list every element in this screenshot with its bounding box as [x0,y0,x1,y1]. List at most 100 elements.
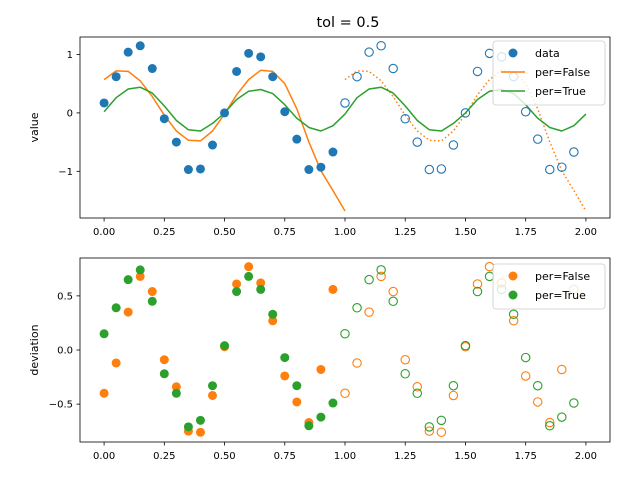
data-point-periodic [472,66,483,77]
legend-label: per=True [535,85,586,98]
per-true-point [304,421,314,431]
per-false-point [256,278,266,288]
per-false-point-periodic [436,427,447,438]
per-false-point [123,307,133,317]
per-true-point-periodic [436,415,447,426]
legend-label: data [535,47,560,60]
x-tick-label: 1.25 [394,227,416,238]
per-false-point [292,397,302,407]
per-false-point [135,271,145,281]
per-false-point [159,355,169,365]
data-point [208,140,217,150]
legend-label: per=False [535,66,590,79]
per-true-point-periodic [376,265,386,275]
data-point-periodic [412,137,423,147]
data-point [220,108,230,118]
per-true-point [123,275,133,285]
x-tick-label: 2.00 [575,227,597,238]
per-false-point [99,388,109,398]
per-true-point [232,287,242,297]
y-tick-label: 0.5 [57,291,73,302]
per-true-point-periodic [460,340,471,351]
x-tick-label: 1.00 [334,227,356,238]
data-point-periodic [424,164,435,175]
per-false-point-periodic [520,371,531,381]
per-true-point [159,369,169,379]
x-tick-label: 0.75 [274,227,296,238]
y-axis-label: deviation [28,324,41,375]
per-false-point [208,390,217,400]
legend-marker [508,48,518,58]
per-true-point [195,415,205,425]
per-true-point [280,353,290,363]
per-false-point [195,427,205,437]
per-false-point-periodic [340,388,350,399]
per-false-point-periodic [352,358,362,368]
per-false-point [268,316,278,326]
data-point [195,164,205,174]
per-true-point-periodic [532,380,543,391]
y-axis-label: value [28,112,41,142]
per-true-point [183,422,193,432]
data-point-periodic [436,164,447,174]
figure-title: tol = 0.5 [316,15,379,31]
x-tick-label: 0.50 [213,451,235,462]
per-true-point [99,329,109,339]
per-false-point [232,279,242,289]
data-point [183,165,193,175]
data-point-periodic [376,41,386,51]
top-axes: 0.00 0.25 0.50 0.75 1.00 1.25 1.50 1.75 2.00 −1 0 1… [28,36,611,238]
per-true-point-periodic [520,352,531,363]
x-tick-label: 0.00 [93,451,115,462]
x-tick-label: 0.25 [153,451,175,462]
per-false-point [328,284,338,294]
data-point [171,137,181,147]
data-point-periodic [532,134,543,144]
data-point [328,147,338,157]
per-true-point [135,265,145,275]
per-false-point-periodic [364,307,374,317]
y-tick-label: −1 [58,167,73,178]
per-true-point [208,381,217,391]
data-point [316,162,326,172]
y-tick-label: 1 [67,50,73,61]
legend-marker [508,271,518,281]
x-tick-label: 1.50 [454,227,476,238]
per-true-point-periodic [557,412,567,422]
data-point [135,41,145,51]
per-true-point [171,388,181,398]
per-true-point [244,271,254,281]
bottom-axes: 0.00 0.25 0.50 0.75 1.00 1.25 1.50 1.75 2.00 −0.5… [28,257,611,462]
axes-frame [79,36,611,219]
x-tick-label: 0.25 [153,227,175,238]
per-true-point [111,303,121,313]
per-false-point [316,364,326,374]
data-point-periodic [340,98,350,108]
per-true-point-periodic [352,303,362,313]
per-true-point-periodic [412,388,423,399]
x-tick-label: 2.00 [575,451,597,462]
legend-label: per=True [535,289,586,302]
per-true-point-periodic [364,274,374,285]
x-tick-label: 0.00 [93,227,115,238]
data-point-periodic [569,147,579,157]
data-point [232,66,242,76]
legend-label: per=False [535,270,590,283]
data-point-periodic [352,71,362,82]
legend-box [492,263,606,310]
data-point-periodic [545,164,555,175]
data-point [268,72,278,82]
y-tick-label: 0 [67,108,73,119]
data-point-periodic [557,162,567,172]
per-false-point-periodic [557,364,567,375]
x-tick-label: 0.75 [274,451,296,462]
per-false-point [244,262,254,272]
per-false-point [147,287,157,297]
per-true-point [268,309,278,319]
per-false-point-periodic [412,382,423,392]
y-tick-label: −0.5 [49,400,73,411]
per-true-point [316,412,326,422]
data-point-periodic [448,140,459,150]
per-true-point-periodic [448,380,459,391]
